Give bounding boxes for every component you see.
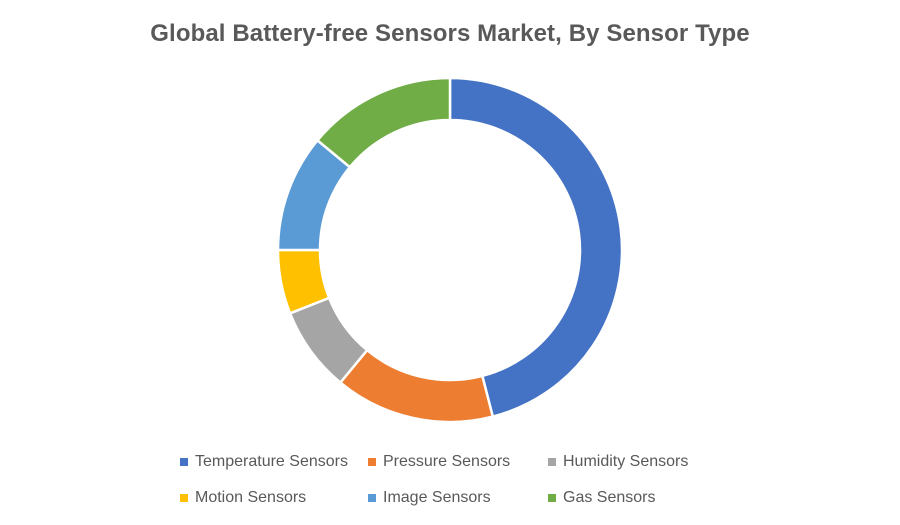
legend-label: Humidity Sensors — [563, 453, 689, 470]
legend-label: Pressure Sensors — [383, 453, 511, 470]
legend-label: Motion Sensors — [195, 489, 307, 506]
legend-swatch — [368, 494, 376, 502]
donut-slice-gas-sensors — [315, 76, 452, 169]
chart-legend: Temperature Sensors Pressure Sensors Humid… — [180, 452, 740, 508]
legend-swatch — [368, 458, 376, 466]
legend-item-pressure-sensors: Pressure Sensors — [368, 452, 548, 472]
legend-item-temperature-sensors: Temperature Sensors — [180, 452, 368, 472]
legend-item-image-sensors: Image Sensors — [368, 488, 548, 508]
legend-label: Temperature Sensors — [195, 453, 348, 470]
donut-slice-temperature-sensors — [448, 76, 624, 419]
legend-item-gas-sensors: Gas Sensors — [548, 488, 738, 508]
legend-swatch — [548, 494, 556, 502]
legend-item-humidity-sensors: Humidity Sensors — [548, 452, 738, 472]
legend-label: Image Sensors — [383, 489, 491, 506]
legend-item-motion-sensors: Motion Sensors — [180, 488, 368, 508]
legend-label: Gas Sensors — [563, 489, 656, 506]
legend-swatch — [180, 494, 188, 502]
donut-slice-pressure-sensors — [338, 348, 495, 424]
chart-title: Global Battery-free Sensors Market, By S… — [150, 20, 750, 47]
legend-swatch — [180, 458, 188, 466]
legend-swatch — [548, 458, 556, 466]
